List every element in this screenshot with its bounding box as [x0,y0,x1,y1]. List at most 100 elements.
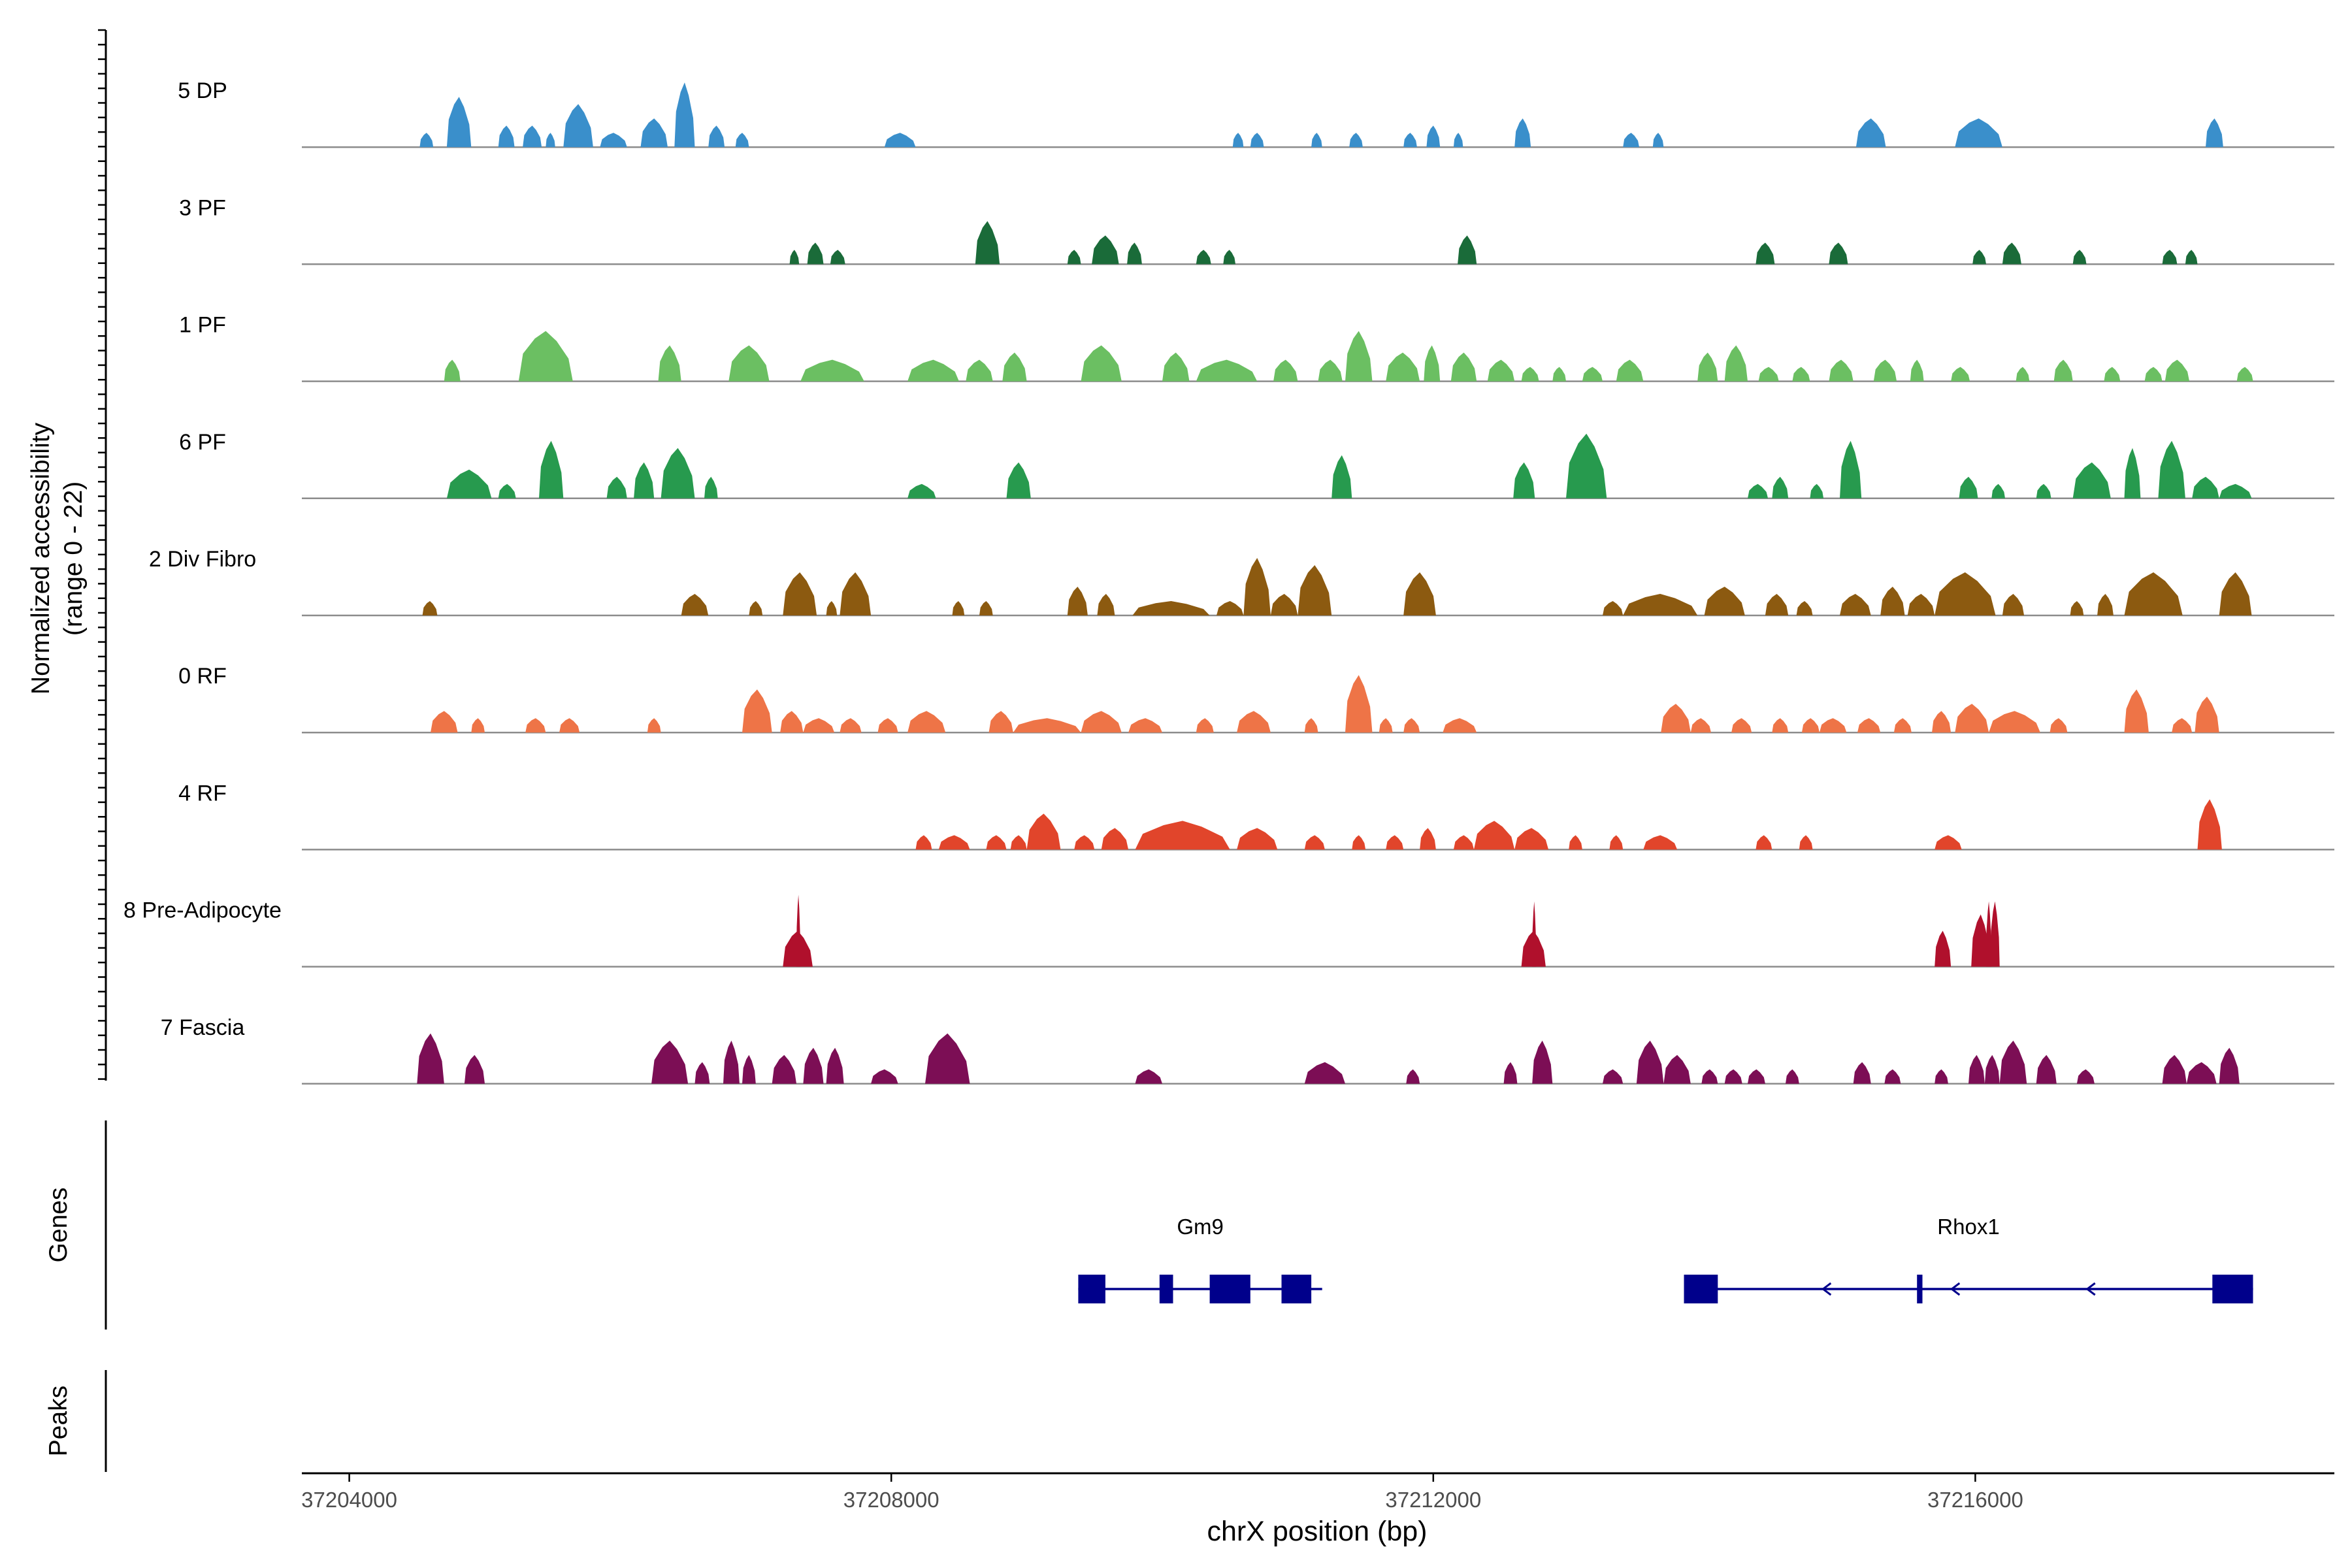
coverage-peak [1345,675,1373,733]
strand-arrow [1950,1282,1961,1296]
coverage-peak [1855,118,1886,148]
gene-rhox1: Rhox1 [1684,1215,2253,1303]
coverage-peak [1756,242,1775,265]
coverage-peak [975,221,1000,265]
coverage-peak [1968,1054,1985,1084]
coverage-peak [1513,462,1535,498]
y-axis-label-line2: (range 0 - 22) [59,482,88,636]
coverage-peak [1196,718,1214,733]
coverage-peak [1999,1040,2027,1084]
coverage-peak [1907,594,1935,615]
coverage-peak [1690,718,1711,733]
coverage-peak [2164,359,2190,382]
coverage-peak [523,125,542,148]
coverage-peak [1857,718,1881,733]
x-axis-ticks: 37204000 37208000 37212000 37216000 [301,1473,2023,1512]
coverage-peak [1829,359,1854,382]
coverage-peak [1935,835,1962,850]
coverage-peak [1532,901,1537,967]
coverage-peak [1002,352,1027,382]
coverage-peak [1386,835,1404,850]
coverage-peak [728,345,770,382]
coverage-peak [749,601,763,615]
coverage-peak [2002,594,2025,615]
coverage-peak [546,133,555,148]
coverage-peak [1331,455,1352,498]
gene-exon [2212,1275,2253,1303]
coverage-peak [1352,835,1366,850]
coverage-peak [446,97,472,148]
coverage-peak [826,601,838,615]
coverage-peak [2186,1062,2217,1084]
coverage-peak [1514,118,1531,148]
coverage-peak [498,125,515,148]
coverage-peak [1067,587,1088,615]
coverage-peak [1724,345,1748,382]
coverage-peak [1450,352,1477,382]
strand-arrow [1821,1282,1832,1296]
coverage-peak [1162,352,1190,382]
coverage-peak [1840,440,1862,498]
gene-exon [1209,1275,1250,1303]
coverage-peak [1420,828,1436,850]
coverage-peak [1772,476,1789,498]
coverage-peak [1623,133,1639,148]
coverage-peak [2158,440,2185,498]
track-3-pf: 3 PF [179,195,2334,265]
coverage-peak [1403,718,1420,733]
coverage-peak [723,1040,740,1084]
coverage-peak [1127,242,1142,265]
coverage-peak [1840,594,1871,615]
coverage-peak [2104,367,2121,382]
coverage-peak [1386,352,1420,382]
coverage-peak [1955,118,2002,148]
coverage-peak [1951,367,1970,382]
coverage-peak [1724,1069,1742,1084]
gene-models: Gm9 Rhox1 [1078,1215,2253,1303]
coverage-peak [830,250,845,265]
gene-label: Rhox1 [1937,1215,1999,1239]
coverage-peak [742,689,772,733]
x-tick-label: 37216000 [1927,1488,2023,1512]
coverage-peak [559,718,580,733]
coverage-peak [2144,367,2163,382]
coverage-peak [938,835,970,850]
coverage-peak [2036,1054,2057,1084]
coverage-peak [807,242,824,265]
coverage-peak [1298,565,1332,615]
peaks-panel: Peaks [44,1370,107,1472]
coverage-peak [1582,367,1603,382]
coverage-peak [1643,835,1678,850]
coverage-peak [1932,711,1952,733]
coverage-peak [1829,242,1848,265]
track-7-fascia: 7 Fascia [161,1015,2334,1085]
coverage-peak [658,345,681,382]
coverage-peak [1424,345,1441,382]
coverage-peak [1986,901,1992,967]
gene-gm9: Gm9 [1078,1215,1322,1303]
coverage-peak [780,711,804,733]
coverage-peak [1237,711,1271,733]
coverage-peak [1701,1069,1718,1084]
coverage-peak [1792,367,1810,382]
coverage-peak [563,104,593,148]
genes-panel: Genes Gm9 Rhox1 [44,1120,2253,1330]
coverage-peak [419,133,434,148]
coverage-peak [1013,718,1081,733]
coverage-peak [1623,594,1698,615]
coverage-peak [1990,901,2000,967]
gene-exon [1159,1275,1173,1303]
track-6-pf: 6 PF [179,430,2334,500]
coverage-peak [1603,601,1624,615]
coverage-peak [2002,242,2021,265]
coverage-peak [422,601,438,615]
coverage-peak [1318,359,1343,382]
track-label: 7 Fascia [161,1015,245,1040]
coverage-peak [2197,799,2222,850]
coverage-peak [1132,601,1210,615]
coverage-peak [1097,594,1115,615]
coverage-peak [1893,718,1912,733]
coverage-peak [871,1069,898,1084]
coverage-peak [1273,359,1298,382]
